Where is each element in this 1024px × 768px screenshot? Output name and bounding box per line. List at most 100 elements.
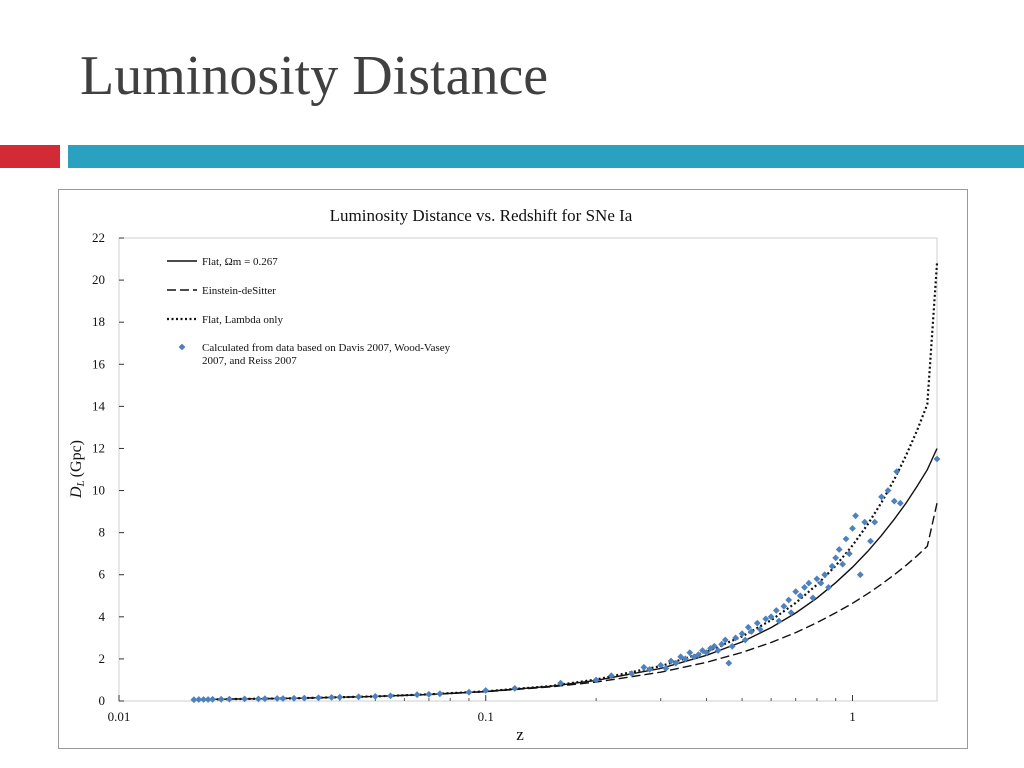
- data-point: [667, 657, 675, 665]
- y-tick-label: 2: [99, 651, 106, 666]
- data-point: [772, 607, 780, 614]
- y-axis-label-unit: (Gpc): [68, 440, 85, 477]
- y-tick-label: 14: [92, 398, 106, 413]
- legend-label: Einstein-deSitter: [202, 285, 276, 297]
- data-point: [792, 588, 800, 595]
- data-point: [261, 695, 269, 703]
- data-point: [482, 687, 490, 694]
- axes: 0 2 4 6 8 10 12 14 16 18 20 22 0.01 0.1 1: [92, 230, 856, 724]
- series-line-dotted: [203, 263, 939, 701]
- data-point: [728, 642, 736, 650]
- grid: [228, 698, 837, 701]
- data-point: [592, 676, 600, 684]
- data-point: [785, 596, 793, 604]
- y-axis-label-main: D: [68, 486, 85, 499]
- data-point: [718, 640, 726, 648]
- legend-label: Flat, Lambda only: [202, 314, 283, 326]
- data-point: [190, 696, 198, 704]
- data-point: [856, 571, 864, 579]
- data-point: [699, 647, 706, 654]
- data-point: [371, 693, 379, 700]
- data-point: [775, 617, 783, 625]
- chart-title: Luminosity Distance vs. Redshift for SNe…: [330, 206, 633, 225]
- y-tick-label: 4: [99, 609, 106, 624]
- y-tick-label: 8: [99, 525, 106, 540]
- data-point: [273, 695, 281, 702]
- plot-area: [118, 237, 938, 702]
- y-tick-label: 6: [99, 567, 106, 582]
- data-point: [355, 693, 362, 701]
- data-point: [279, 695, 287, 702]
- data-point: [646, 666, 654, 673]
- data-point: [217, 695, 225, 703]
- legend-label-line2: 2007, and Reiss 2007: [202, 355, 297, 367]
- data-point: [703, 649, 710, 656]
- data-point: [209, 695, 216, 703]
- legend-marker: [178, 343, 186, 351]
- data-point: [436, 690, 444, 698]
- series-points: [190, 455, 941, 704]
- data-point: [756, 626, 764, 633]
- legend-label: Flat, Ωm = 0.267: [202, 256, 278, 268]
- data-point: [839, 560, 846, 568]
- data-point: [748, 628, 755, 635]
- data-point: [204, 696, 212, 703]
- data-point: [695, 651, 702, 659]
- legend-label: Calculated from data based on Davis 2007…: [202, 342, 451, 354]
- data-point: [809, 594, 817, 602]
- y-tick-label: 12: [92, 440, 105, 455]
- data-point: [825, 584, 832, 591]
- y-tick-label: 22: [92, 230, 105, 245]
- accent-bar-red: [0, 145, 60, 168]
- data-point: [884, 487, 892, 494]
- data-point: [842, 535, 850, 543]
- data-point: [328, 694, 335, 701]
- data-point: [315, 694, 322, 702]
- data-point: [686, 649, 694, 656]
- data-point: [762, 615, 770, 623]
- data-point: [893, 468, 901, 475]
- data-point: [662, 665, 670, 672]
- data-point: [657, 661, 665, 669]
- data-point: [871, 518, 879, 526]
- data-point: [681, 655, 689, 663]
- data-point: [801, 584, 808, 591]
- data-point: [732, 634, 739, 642]
- data-point: [845, 550, 853, 558]
- data-point: [714, 647, 722, 654]
- data-point: [721, 636, 729, 644]
- accent-bar-blue: [68, 145, 1024, 168]
- data-point: [557, 679, 564, 687]
- data-point: [741, 636, 749, 644]
- x-tick-label: 0.1: [478, 709, 494, 724]
- y-tick-label: 18: [92, 314, 105, 329]
- data-point: [195, 696, 203, 703]
- x-axis-label: z: [516, 725, 524, 744]
- data-point: [805, 579, 813, 587]
- data-point: [226, 695, 233, 703]
- slide-title: Luminosity Distance: [80, 45, 549, 107]
- data-point: [767, 613, 775, 621]
- data-point: [607, 672, 615, 680]
- data-point: [300, 694, 308, 702]
- data-point: [255, 695, 262, 703]
- x-tick-label: 0.01: [108, 709, 131, 724]
- data-point: [849, 525, 856, 532]
- data-point: [933, 455, 941, 463]
- legend: Flat, Ωm = 0.267 Einstein-deSitter Flat, L…: [167, 256, 451, 367]
- y-axis-label-sub: L: [75, 480, 87, 487]
- chart-frame: Luminosity Distance vs. Redshift for SNe…: [58, 189, 968, 749]
- data-point: [835, 546, 843, 553]
- data-point: [387, 692, 394, 700]
- data-point: [796, 592, 804, 600]
- y-tick-label: 20: [92, 272, 105, 287]
- data-point: [425, 690, 433, 698]
- data-point: [336, 693, 344, 701]
- data-point: [896, 499, 904, 507]
- data-point: [744, 623, 752, 631]
- y-tick-label: 16: [92, 356, 106, 371]
- data-point: [413, 691, 421, 699]
- y-tick-label: 0: [99, 693, 106, 708]
- x-tick-label: 1: [849, 709, 856, 724]
- data-point: [200, 696, 207, 703]
